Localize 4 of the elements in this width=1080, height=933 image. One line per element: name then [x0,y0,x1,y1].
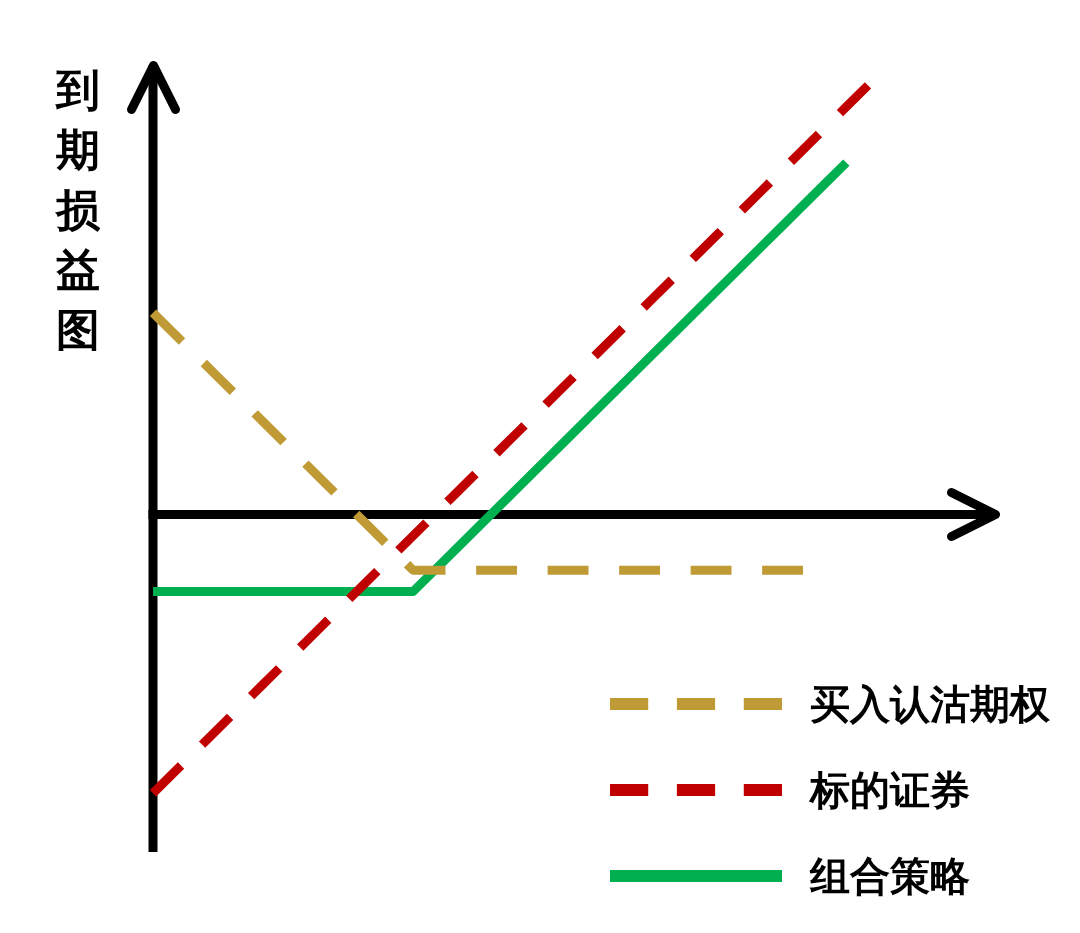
legend-label: 买入认沽期权 [810,680,1051,727]
legend-label: 标的证券 [808,766,970,813]
y-axis-title: 到期损益图 [54,64,101,356]
legend-label: 组合策略 [809,852,970,899]
